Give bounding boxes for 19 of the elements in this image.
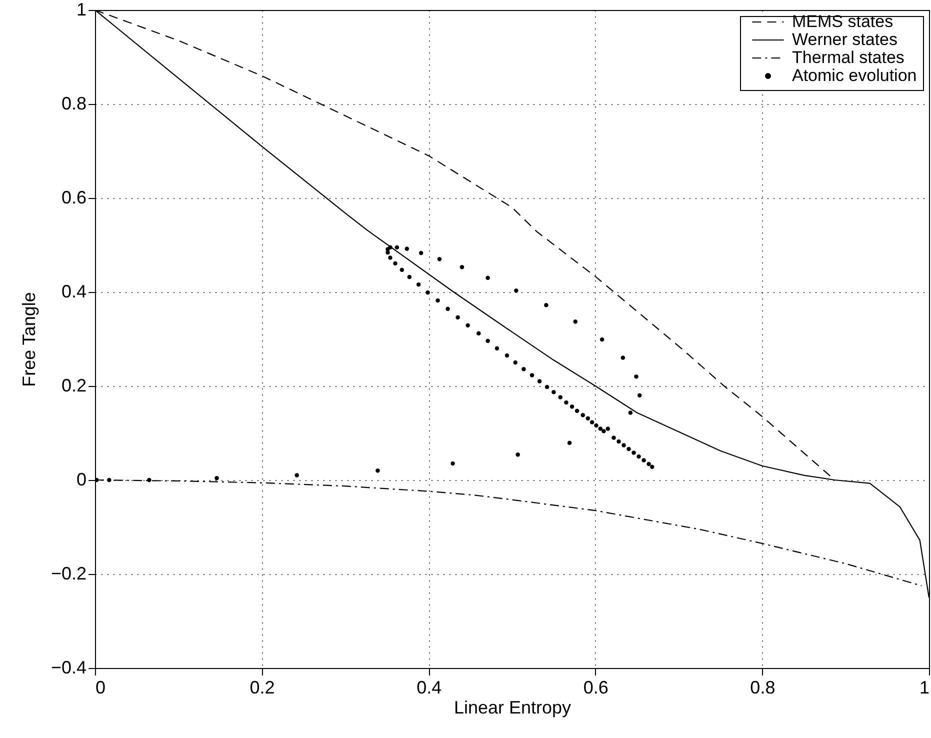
y-tick-label: 0: [76, 470, 86, 490]
legend-label: Werner states: [792, 30, 898, 49]
y-tick-label: −0.2: [50, 564, 86, 584]
y-tick-label: 0.8: [61, 94, 86, 114]
x-tick-label: 1: [919, 678, 930, 698]
x-axis-title: Linear Entropy: [454, 698, 572, 718]
y-tick-label: 0.6: [61, 188, 86, 208]
x-tick-label: 0: [96, 678, 106, 698]
y-tick-label: −0.4: [50, 658, 86, 678]
legend-label: Atomic evolution: [792, 66, 917, 85]
x-tick-label: 0.6: [583, 678, 608, 698]
x-tick-label: 0.4: [416, 678, 442, 698]
x-tick-label: 0.8: [750, 678, 776, 698]
x-tick-label: 0.2: [250, 678, 275, 698]
y-axis-title: Free Tangle: [18, 292, 39, 387]
y-tick-label: 0.4: [61, 282, 86, 302]
y-tick-label: 0.2: [61, 376, 86, 396]
y-tick-label: 1: [76, 0, 86, 20]
legend-label: Thermal states: [792, 48, 904, 67]
